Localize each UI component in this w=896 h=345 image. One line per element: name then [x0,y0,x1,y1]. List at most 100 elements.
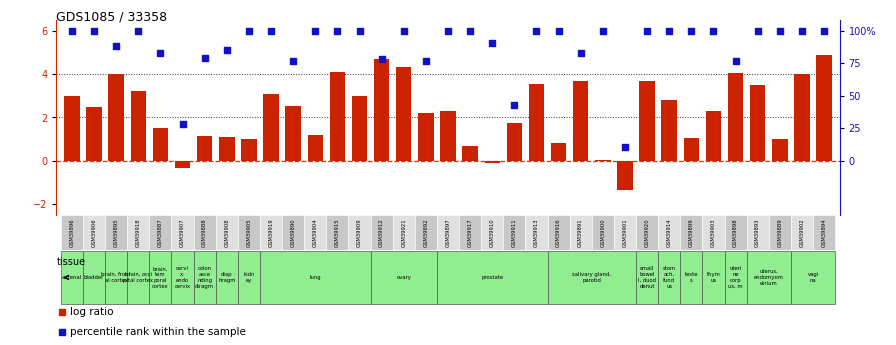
Bar [680,251,702,304]
Text: GSM39920: GSM39920 [644,218,650,247]
Bar [529,84,544,161]
Text: GSM39917: GSM39917 [468,218,472,247]
Text: kidn
ey: kidn ey [243,272,254,283]
Bar [392,215,415,250]
Text: GDS1085 / 33358: GDS1085 / 33358 [56,10,168,23]
Text: adrenal: adrenal [62,275,82,280]
Bar [570,215,591,250]
Text: GSM39900: GSM39900 [600,218,606,247]
Bar [326,215,349,250]
Bar [617,161,633,190]
Point [596,28,610,33]
Bar [152,128,168,161]
Point [728,58,743,63]
Text: GSM39893: GSM39893 [755,218,760,247]
Bar [595,160,610,161]
Bar [813,215,835,250]
Bar [772,139,788,161]
Point [87,28,101,33]
Point [618,144,633,149]
Bar [83,215,105,250]
Bar [237,215,260,250]
Text: uteri
ne
corp
us, m: uteri ne corp us, m [728,266,743,289]
Bar [216,215,237,250]
Point [751,28,765,33]
Bar [547,215,570,250]
Bar [171,215,194,250]
Bar [661,100,677,161]
Text: GSM39897: GSM39897 [445,218,451,247]
Point [463,28,478,33]
Text: GSM39889: GSM39889 [778,218,782,247]
Point [220,48,234,53]
Bar [237,251,260,304]
Text: GSM39913: GSM39913 [534,218,539,247]
Point [530,28,544,33]
Text: GSM39906: GSM39906 [91,218,97,247]
Point [772,28,787,33]
Point [153,50,168,56]
Bar [263,93,279,161]
Bar [746,215,769,250]
Text: GSM39916: GSM39916 [556,218,561,247]
Bar [260,215,282,250]
Text: GSM39896: GSM39896 [69,218,74,247]
Bar [816,55,831,161]
Bar [418,113,434,161]
Point [795,28,809,33]
Text: lung: lung [309,275,321,280]
Text: vagi
na: vagi na [807,272,819,283]
Point [263,28,278,33]
Text: GSM39915: GSM39915 [335,218,340,247]
Text: GSM39887: GSM39887 [158,218,163,247]
Bar [131,91,146,161]
Bar [551,144,566,161]
Bar [791,215,813,250]
Point [817,28,831,33]
Bar [105,215,127,250]
Bar [437,215,459,250]
Text: GSM39904: GSM39904 [313,218,318,247]
Bar [459,215,481,250]
Bar [725,215,746,250]
Bar [728,73,744,161]
Bar [659,251,680,304]
Point [352,28,366,33]
Bar [65,96,80,161]
Text: GSM39891: GSM39891 [578,218,583,247]
Bar [371,215,392,250]
Bar [105,251,127,304]
Text: GSM39892: GSM39892 [424,218,428,247]
Bar [640,81,655,161]
Bar [791,251,835,304]
Text: brain, front
al cortex: brain, front al cortex [101,272,131,283]
Bar [241,139,256,161]
Text: GSM39921: GSM39921 [401,218,406,247]
Point [662,28,676,33]
Text: GSM39919: GSM39919 [269,218,273,247]
Point [685,28,699,33]
Bar [702,251,725,304]
Bar [396,67,411,161]
Text: stom
ach,
fund
us: stom ach, fund us [662,266,676,289]
Bar [86,107,102,161]
Point [418,58,433,63]
Bar [706,111,721,161]
Text: GSM39908: GSM39908 [224,218,229,247]
Text: GSM39890: GSM39890 [290,218,296,247]
Text: GSM39902: GSM39902 [799,218,805,247]
Bar [504,215,525,250]
Bar [305,215,326,250]
Bar [573,81,589,161]
Bar [352,96,367,161]
Bar [684,138,699,161]
Bar [216,251,237,304]
Text: thym
us: thym us [707,272,720,283]
Text: uterus,
endomyom
etrium: uterus, endomyom etrium [754,269,784,286]
Text: salivary gland,
parotid: salivary gland, parotid [573,272,611,283]
Point [706,28,720,33]
Point [573,50,588,56]
Bar [702,215,725,250]
Bar [286,106,301,161]
Bar [197,136,212,161]
